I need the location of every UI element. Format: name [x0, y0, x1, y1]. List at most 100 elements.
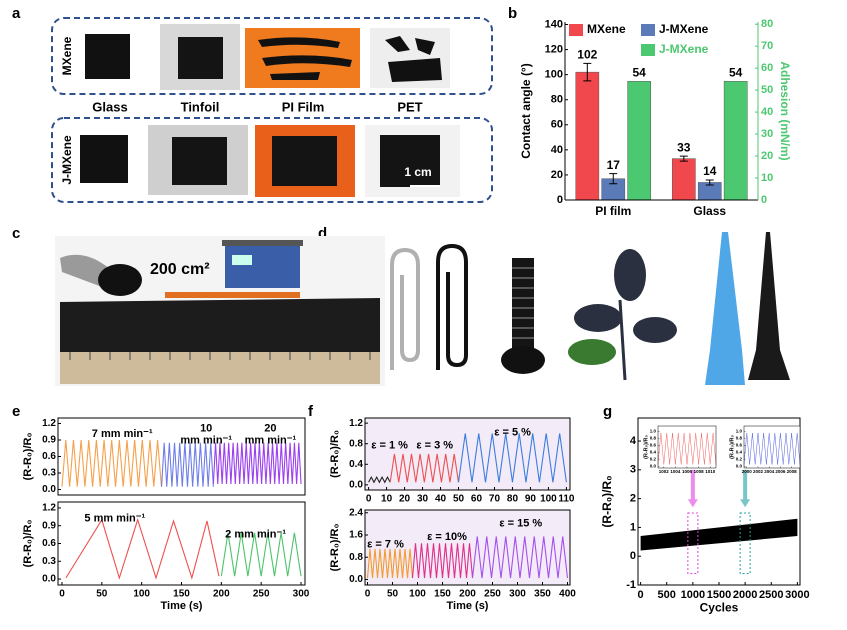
- x-tick-label: 0: [59, 589, 65, 600]
- y-tick-label: 0.2: [736, 456, 743, 461]
- x-tick-label: 30: [417, 494, 429, 505]
- y-axis-label: (R-R₀)/R₀: [22, 520, 34, 568]
- sample: [85, 34, 130, 79]
- y-tick-label: 0.6: [42, 538, 56, 549]
- substrate-label: Glass: [92, 99, 127, 114]
- y-tick-label: 20: [551, 169, 563, 181]
- bar: [723, 81, 748, 201]
- sample: [258, 37, 352, 80]
- y-tick-label: 0.4: [736, 449, 743, 454]
- panel-label: e: [12, 403, 20, 420]
- x-tick-label: 100: [133, 589, 150, 600]
- data-label: 102: [577, 48, 597, 62]
- y-tick-label: 0.4: [650, 449, 657, 454]
- photo-a: 1 cm MXene J-MXene Glass Tinfoil PI Film…: [51, 17, 493, 203]
- line-series: [657, 432, 717, 465]
- substrate-label: PI Film: [282, 99, 325, 114]
- annotation: 2 mm min⁻¹: [225, 528, 286, 540]
- photo-d: [390, 232, 790, 385]
- x-tick-label: 1002: [659, 469, 670, 474]
- highlight-arrow: [740, 469, 751, 508]
- screen: [232, 255, 252, 265]
- row-label: J-MXene: [60, 135, 74, 185]
- y2-tick-label: 20: [761, 150, 773, 162]
- screw-thread: [512, 267, 534, 339]
- error-bar: [583, 62, 592, 82]
- y-tick-label: 1.2: [42, 503, 56, 514]
- x-tick-label: 2004: [764, 469, 775, 474]
- y-tick-label: 0.6: [42, 451, 56, 462]
- y-tick-label: 0.2: [650, 456, 657, 461]
- x-tick-label: 1008: [694, 469, 705, 474]
- y-tick-label: 0.9: [42, 435, 56, 446]
- x-tick-label: 3000: [785, 589, 809, 601]
- y-tick-label: 0.0: [349, 574, 363, 585]
- x-tick-label: 400: [559, 589, 576, 600]
- highlight-box: [739, 512, 751, 574]
- bar: [627, 81, 652, 201]
- x-tick-label: 10: [381, 494, 393, 505]
- line-series: [368, 475, 391, 484]
- y-tick-label: -1: [626, 579, 636, 591]
- photo-c: 200 cm²: [55, 236, 385, 386]
- scale-label: 1 cm: [404, 165, 431, 179]
- y-tick-label: 1: [630, 521, 636, 533]
- y-axis-label: (R-R₀)/R₀: [22, 433, 34, 481]
- y-tick-label: 80: [551, 94, 563, 106]
- leaf: [568, 339, 616, 365]
- y-tick-label: 0.8: [736, 435, 743, 440]
- x-axis-label: Cycles: [700, 600, 739, 614]
- screw-head: [501, 346, 545, 374]
- x-tick-label: 0: [366, 494, 372, 505]
- annotation: 7 mm min⁻¹: [92, 428, 153, 440]
- leaf: [633, 317, 677, 343]
- x-tick-label: 90: [525, 494, 537, 505]
- panel-label: c: [12, 225, 20, 242]
- frame: [51, 17, 493, 95]
- legend-swatch: [569, 24, 583, 36]
- x-tick-label: 150: [173, 589, 190, 600]
- paperclip: [436, 243, 468, 370]
- bar: [671, 158, 696, 201]
- sample: [272, 136, 337, 186]
- annotation: mm min⁻¹: [180, 435, 232, 447]
- plot-area: [658, 426, 716, 468]
- x-tick-label: 50: [453, 494, 465, 505]
- leaf: [574, 304, 622, 332]
- y-tick-label: 0.8: [349, 438, 363, 449]
- y-tick-label: 100: [545, 69, 563, 81]
- line-series: [471, 536, 569, 579]
- leaf: [614, 249, 646, 301]
- category-label: PI film: [595, 204, 631, 218]
- frame: [51, 117, 493, 203]
- x-tick-label: 500: [658, 589, 676, 601]
- x-tick-label: 40: [435, 494, 447, 505]
- y-tick-label: 0.4: [349, 459, 363, 470]
- y-tick-label: 140: [545, 18, 563, 30]
- line-series: [65, 517, 220, 580]
- y-tick-label: 0.3: [42, 556, 56, 567]
- annotation: mm min⁻¹: [245, 435, 297, 447]
- error-bar: [679, 155, 688, 162]
- x-tick-label: 70: [489, 494, 501, 505]
- legend-swatch: [641, 24, 655, 36]
- x-tick-label: 2500: [759, 589, 783, 601]
- x-tick-label: 200: [459, 589, 476, 600]
- highlight-box: [687, 512, 699, 574]
- line-series: [457, 433, 567, 483]
- y-axis-label: (R-R₀)/R₀: [600, 475, 614, 527]
- x-tick-label: 200: [213, 589, 230, 600]
- y-tick-label: 0.0: [349, 479, 363, 490]
- legend-label: J-MXene: [659, 42, 709, 56]
- y-tick-label: 0.9: [42, 520, 56, 531]
- sheet: [60, 298, 380, 352]
- y-axis-label: (R-R₀)/R₀: [329, 430, 341, 478]
- y2-tick-label: 40: [761, 106, 773, 118]
- line-series: [411, 543, 474, 579]
- y-tick-label: 0.6: [736, 442, 743, 447]
- sample: [385, 36, 442, 82]
- x-tick-label: 0: [365, 589, 371, 600]
- plot-frame: [637, 417, 801, 586]
- error-bar: [609, 173, 618, 185]
- plot-frame: [364, 417, 571, 491]
